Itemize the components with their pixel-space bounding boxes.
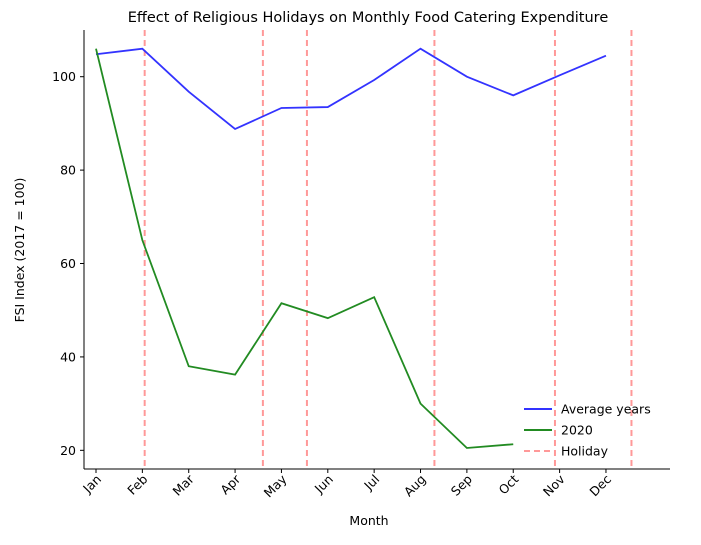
y-tick-label: 40 <box>60 349 76 364</box>
x-axis-ticks: Jan Feb Mar Apr May Jun Jul Aug Sep Oct Nov Dec <box>79 469 614 500</box>
legend: Average years 2020 Holiday <box>524 402 651 459</box>
legend-label: 2020 <box>561 423 593 438</box>
x-tick-label: Nov <box>540 471 568 499</box>
x-tick-label: Sep <box>448 471 475 498</box>
y-axis-label: FSI Index (2017 = 100) <box>12 178 27 323</box>
x-tick-label: Oct <box>495 471 521 497</box>
y-axis-ticks: 20 40 60 80 100 <box>52 69 84 458</box>
x-tick-label: Jul <box>360 472 382 494</box>
series-line-2020 <box>95 48 514 449</box>
x-axis-label: Month <box>349 513 388 528</box>
x-tick-label: Mar <box>170 471 198 499</box>
x-tick-label: Apr <box>217 471 244 498</box>
y-tick-label: 80 <box>60 163 76 178</box>
x-tick-label: Feb <box>124 471 150 497</box>
legend-label: Average years <box>561 402 651 417</box>
x-tick-label: Dec <box>586 471 614 499</box>
legend-label: Holiday <box>561 444 609 459</box>
x-tick-label: Jan <box>79 472 104 497</box>
x-tick-label: Aug <box>401 472 429 500</box>
y-tick-label: 20 <box>60 443 76 458</box>
y-tick-label: 100 <box>52 69 76 84</box>
plot-area <box>95 30 633 469</box>
series-line-average-years <box>95 47 607 131</box>
y-tick-label: 60 <box>60 256 76 271</box>
chart-title: Effect of Religious Holidays on Monthly … <box>128 10 609 26</box>
x-tick-label: May <box>261 471 290 500</box>
x-tick-label: Jun <box>311 472 336 497</box>
